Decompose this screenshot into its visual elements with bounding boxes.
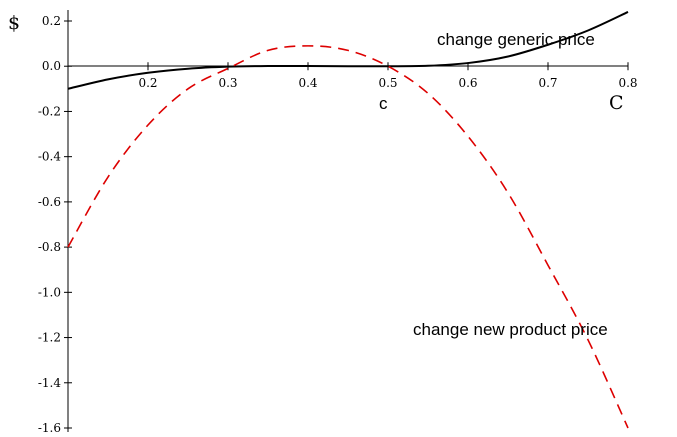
y-tick-label: -1.2 [38,331,61,345]
series-line-generic-price [67,11,629,90]
y-tick-label: 0.2 [42,14,61,28]
y-tick-label: -0.2 [38,104,61,118]
x-tick-label: 0.7 [538,76,557,90]
y-tick-label: -1.0 [38,285,61,299]
y-tick-label: 0.0 [42,59,61,73]
y-tick-label: -0.6 [38,195,61,209]
x-axis-label-large: C [609,92,624,114]
x-tick-label: 0.5 [378,76,397,90]
series-label-new-product: change new product price [413,320,608,339]
x-axis-label-small: c [379,94,388,113]
y-tick-label: -0.8 [38,240,61,254]
series [67,11,629,429]
y-unit-label: $ [8,12,20,34]
axes [67,10,628,432]
x-tick-label: 0.4 [298,76,317,90]
ticks: 0.2 0.3 0.4 0.5 0.6 0.7 0.8 0.2 0.0 -0.2 -0.4 -0.6 -… [38,14,638,435]
y-tick-label: -1.6 [38,421,61,435]
x-tick-label: 0.6 [458,76,477,90]
series-label-generic: change generic price [437,30,595,49]
x-tick-label: 0.8 [618,76,637,90]
y-tick-label: -0.4 [38,150,62,164]
series-line-new-product-price [67,45,629,429]
x-tick-label: 0.3 [218,76,237,90]
x-tick-label: 0.2 [138,76,157,90]
y-tick-label: -1.4 [38,376,62,390]
